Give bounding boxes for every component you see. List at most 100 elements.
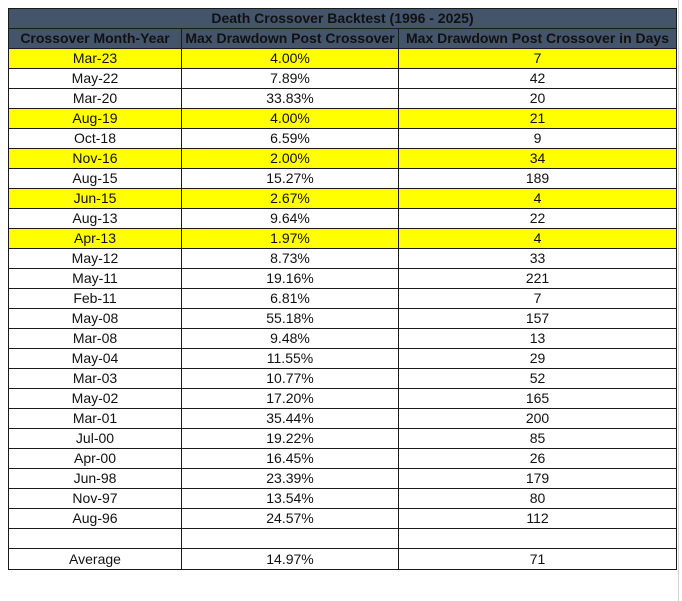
cell-drawdown[interactable]: 35.44% — [181, 408, 399, 429]
cell-drawdown[interactable]: 2.00% — [181, 148, 399, 169]
cell-days[interactable]: 165 — [398, 388, 677, 409]
cell-days[interactable]: 29 — [398, 348, 677, 369]
cell-date[interactable]: Apr-13 — [8, 228, 182, 249]
cell-drawdown[interactable]: 10.77% — [181, 368, 399, 389]
blank-cell[interactable] — [398, 528, 677, 549]
cell-days[interactable]: 20 — [398, 88, 677, 109]
cell-drawdown[interactable]: 33.83% — [181, 88, 399, 109]
average-label[interactable]: Average — [8, 548, 182, 570]
blank-cell[interactable] — [8, 528, 182, 549]
cell-days[interactable]: 112 — [398, 508, 677, 529]
cell-days[interactable]: 9 — [398, 128, 677, 149]
cell-drawdown[interactable]: 17.20% — [181, 388, 399, 409]
cell-date[interactable]: Aug-15 — [8, 168, 182, 189]
cell-days[interactable]: 200 — [398, 408, 677, 429]
cell-date[interactable]: May-12 — [8, 248, 182, 269]
cell-days[interactable]: 7 — [398, 288, 677, 309]
cell-drawdown[interactable]: 7.89% — [181, 68, 399, 89]
cell-drawdown[interactable]: 55.18% — [181, 308, 399, 329]
cell-days[interactable]: 80 — [398, 488, 677, 509]
cell-date[interactable]: Aug-96 — [8, 508, 182, 529]
cell-drawdown[interactable]: 13.54% — [181, 488, 399, 509]
table-row: Jul-00 19.22% 85 — [8, 428, 677, 449]
column-header-date[interactable]: Crossover Month-Year — [8, 28, 182, 49]
cell-drawdown[interactable]: 8.73% — [181, 248, 399, 269]
cell-date[interactable]: Oct-18 — [8, 128, 182, 149]
cell-date[interactable]: Nov-97 — [8, 488, 182, 509]
cell-date[interactable]: May-22 — [8, 68, 182, 89]
cell-date[interactable]: Nov-16 — [8, 148, 182, 169]
table-row: May-22 7.89% 42 — [8, 68, 677, 89]
column-header-days[interactable]: Max Drawdown Post Crossover in Days — [398, 28, 677, 49]
cell-drawdown[interactable]: 6.81% — [181, 288, 399, 309]
cell-drawdown[interactable]: 1.97% — [181, 228, 399, 249]
cell-date[interactable]: May-04 — [8, 348, 182, 369]
table-row: Jun-15 2.67% 4 — [8, 188, 677, 209]
average-days[interactable]: 71 — [398, 548, 677, 570]
cell-drawdown[interactable]: 6.59% — [181, 128, 399, 149]
cell-days[interactable]: 189 — [398, 168, 677, 189]
cell-drawdown[interactable]: 19.22% — [181, 428, 399, 449]
cell-days[interactable]: 13 — [398, 328, 677, 349]
cell-date[interactable]: Apr-00 — [8, 448, 182, 469]
cell-date[interactable]: May-11 — [8, 268, 182, 289]
cell-days[interactable]: 4 — [398, 188, 677, 209]
cell-date[interactable]: Aug-19 — [8, 108, 182, 129]
cell-date[interactable]: Feb-11 — [8, 288, 182, 309]
cell-date[interactable]: Mar-23 — [8, 48, 182, 69]
table-row: Apr-00 16.45% 26 — [8, 448, 677, 469]
cell-date[interactable]: Jul-00 — [8, 428, 182, 449]
table-row: Oct-18 6.59% 9 — [8, 128, 677, 149]
cell-date[interactable]: Mar-20 — [8, 88, 182, 109]
table-row: Mar-20 33.83% 20 — [8, 88, 677, 109]
table-row: May-11 19.16% 221 — [8, 268, 677, 289]
cell-drawdown[interactable]: 16.45% — [181, 448, 399, 469]
column-header-drawdown[interactable]: Max Drawdown Post Crossover — [181, 28, 399, 49]
table-body: Mar-23 4.00% 7 May-22 7.89% 42 Mar-20 33.83% 20 A… — [8, 48, 677, 529]
cell-drawdown[interactable]: 9.64% — [181, 208, 399, 229]
cell-days[interactable]: 157 — [398, 308, 677, 329]
cell-days[interactable]: 4 — [398, 228, 677, 249]
cell-date[interactable]: Mar-03 — [8, 368, 182, 389]
table-row: Nov-16 2.00% 34 — [8, 148, 677, 169]
header-row: Crossover Month-Year Max Drawdown Post C… — [8, 28, 677, 49]
cell-days[interactable]: 21 — [398, 108, 677, 129]
table-row: Mar-23 4.00% 7 — [8, 48, 677, 69]
cell-drawdown[interactable]: 24.57% — [181, 508, 399, 529]
cell-date[interactable]: Aug-13 — [8, 208, 182, 229]
cell-drawdown[interactable]: 4.00% — [181, 108, 399, 129]
cell-date[interactable]: Mar-01 — [8, 408, 182, 429]
cell-drawdown[interactable]: 4.00% — [181, 48, 399, 69]
table-title[interactable]: Death Crossover Backtest (1996 - 2025) — [8, 8, 677, 29]
blank-cell[interactable] — [181, 528, 399, 549]
cell-days[interactable]: 85 — [398, 428, 677, 449]
cell-days[interactable]: 34 — [398, 148, 677, 169]
cell-date[interactable]: Jun-15 — [8, 188, 182, 209]
cell-days[interactable]: 179 — [398, 468, 677, 489]
cell-drawdown[interactable]: 15.27% — [181, 168, 399, 189]
table-row: Jun-98 23.39% 179 — [8, 468, 677, 489]
table-row: Mar-01 35.44% 200 — [8, 408, 677, 429]
cell-days[interactable]: 33 — [398, 248, 677, 269]
cell-date[interactable]: May-08 — [8, 308, 182, 329]
cell-drawdown[interactable]: 23.39% — [181, 468, 399, 489]
cell-drawdown[interactable]: 2.67% — [181, 188, 399, 209]
table-row: Nov-97 13.54% 80 — [8, 488, 677, 509]
average-drawdown[interactable]: 14.97% — [181, 548, 399, 570]
cell-drawdown[interactable]: 9.48% — [181, 328, 399, 349]
cell-date[interactable]: Mar-08 — [8, 328, 182, 349]
cell-days[interactable]: 52 — [398, 368, 677, 389]
cell-date[interactable]: Jun-98 — [8, 468, 182, 489]
cell-date[interactable]: May-02 — [8, 388, 182, 409]
cell-drawdown[interactable]: 11.55% — [181, 348, 399, 369]
cell-days[interactable]: 42 — [398, 68, 677, 89]
cell-days[interactable]: 26 — [398, 448, 677, 469]
cell-days[interactable]: 22 — [398, 208, 677, 229]
cell-days[interactable]: 221 — [398, 268, 677, 289]
table-row: Aug-15 15.27% 189 — [8, 168, 677, 189]
table-row: Aug-19 4.00% 21 — [8, 108, 677, 129]
table-row: Apr-13 1.97% 4 — [8, 228, 677, 249]
cell-days[interactable]: 7 — [398, 48, 677, 69]
cell-drawdown[interactable]: 19.16% — [181, 268, 399, 289]
sheet-gridline — [678, 0, 679, 601]
